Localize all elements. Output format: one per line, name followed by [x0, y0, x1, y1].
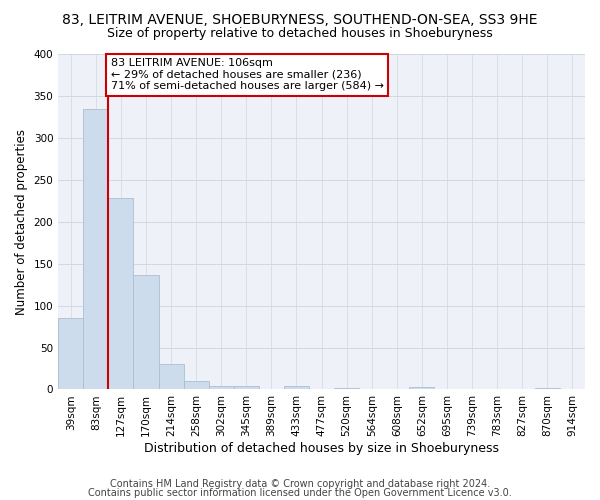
Bar: [535, 388, 560, 390]
Bar: [158, 364, 184, 390]
Text: 83, LEITRIM AVENUE, SHOEBURYNESS, SOUTHEND-ON-SEA, SS3 9HE: 83, LEITRIM AVENUE, SHOEBURYNESS, SOUTHE…: [62, 12, 538, 26]
Bar: [83, 108, 109, 390]
Text: Size of property relative to detached houses in Shoeburyness: Size of property relative to detached ho…: [107, 28, 493, 40]
Y-axis label: Number of detached properties: Number of detached properties: [15, 128, 28, 314]
Text: Contains HM Land Registry data © Crown copyright and database right 2024.: Contains HM Land Registry data © Crown c…: [110, 479, 490, 489]
Bar: [133, 276, 158, 390]
Bar: [109, 198, 133, 390]
Bar: [58, 318, 83, 390]
Bar: [284, 386, 309, 390]
Text: Contains public sector information licensed under the Open Government Licence v3: Contains public sector information licen…: [88, 488, 512, 498]
Bar: [234, 386, 259, 390]
X-axis label: Distribution of detached houses by size in Shoeburyness: Distribution of detached houses by size …: [144, 442, 499, 455]
Text: 83 LEITRIM AVENUE: 106sqm
← 29% of detached houses are smaller (236)
71% of semi: 83 LEITRIM AVENUE: 106sqm ← 29% of detac…: [111, 58, 384, 92]
Bar: [209, 386, 234, 390]
Bar: [334, 388, 359, 390]
Bar: [409, 387, 434, 390]
Bar: [184, 381, 209, 390]
